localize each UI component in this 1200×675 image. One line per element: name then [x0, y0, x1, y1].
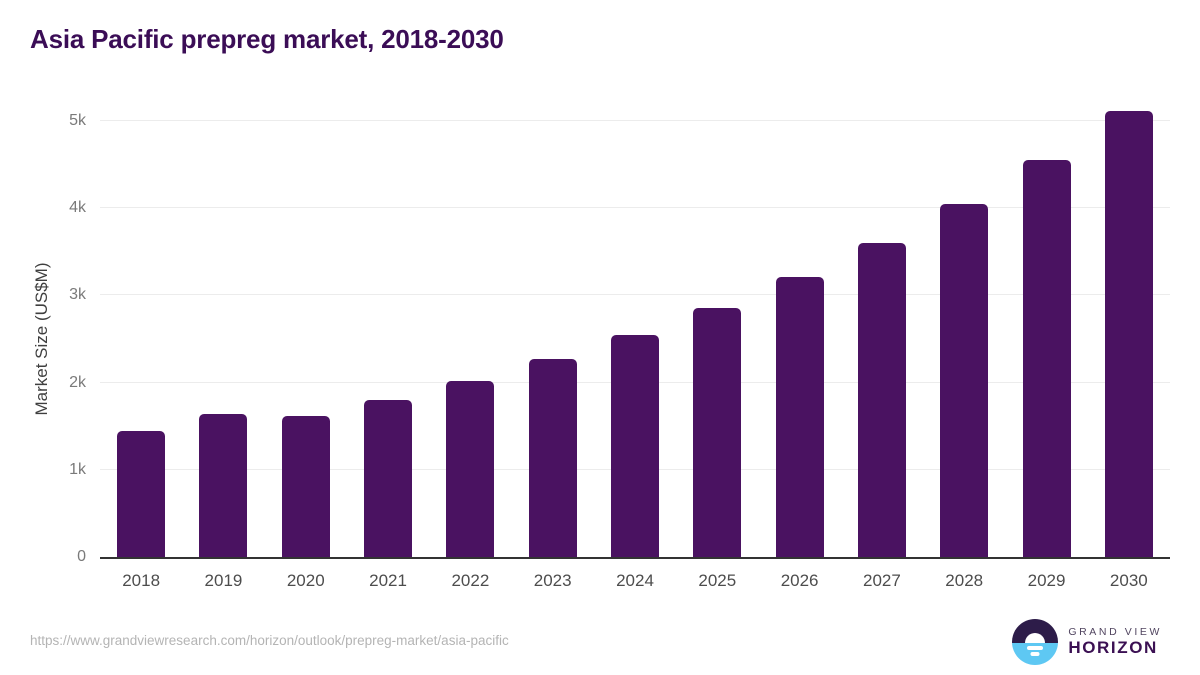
bar-2021: [364, 400, 413, 557]
y-tick-label: 1k: [69, 460, 86, 478]
bar-2030: [1104, 110, 1153, 557]
gridline: [100, 120, 1170, 121]
grandview-horizon-logo: GRAND VIEW HORIZON: [1012, 619, 1162, 665]
logo-text: GRAND VIEW HORIZON: [1068, 626, 1162, 658]
y-tick-label: 5k: [69, 112, 86, 129]
bar-2024: [611, 334, 659, 557]
source-url: https://www.grandviewresearch.com/horizo…: [30, 633, 509, 648]
x-tick-label: 2027: [863, 571, 901, 590]
x-tick-label: 2019: [204, 571, 243, 590]
sunrise-horizon-icon: [1012, 619, 1059, 665]
x-tick-label: 2029: [1027, 571, 1066, 590]
x-tick-label: 2026: [780, 571, 819, 590]
sun-shape: [1025, 632, 1046, 643]
plot-area: 0 1k 2k 3k 4k 5k 2018 2019 2020 2021 2022 2023 2024 2…: [69, 110, 1170, 590]
y-tick-label: 3k: [69, 286, 86, 304]
y-tick-label: 4k: [69, 199, 86, 217]
x-tick-label: 2023: [533, 571, 572, 590]
chart-title: Asia Pacific prepreg market, 2018-2030: [30, 24, 504, 54]
x-tick-label: 2020: [286, 571, 325, 590]
x-tick-label: 2022: [451, 571, 490, 590]
x-tick-label: 2030: [1109, 571, 1148, 590]
gridline: [100, 207, 1170, 209]
gridline: [100, 294, 1170, 296]
x-tick-label: 2028: [945, 571, 984, 590]
sun-reflection-line-1: [1027, 645, 1044, 650]
x-tick-label: 2025: [698, 571, 737, 590]
bar-2018: [117, 430, 166, 557]
x-tick-label: 2021: [369, 571, 407, 590]
bar-2027: [857, 243, 906, 557]
x-tick-label: 2018: [122, 571, 161, 590]
bar-2020: [281, 415, 330, 557]
logo-brand-top: GRAND VIEW: [1068, 625, 1162, 638]
bar-2029: [1022, 160, 1071, 557]
bar-2019: [199, 414, 248, 557]
bar-2026: [775, 277, 824, 557]
x-tick-label: 2024: [616, 571, 654, 590]
logo-brand-bottom: HORIZON: [1068, 638, 1158, 658]
y-tick-label: 0: [77, 548, 86, 565]
bar-2022: [446, 380, 495, 557]
bar-2025: [693, 307, 742, 557]
bar-2023: [528, 359, 577, 557]
bar-2028: [940, 203, 989, 557]
y-tick-label: 2k: [69, 373, 86, 391]
sun-reflection-line-2: [1030, 651, 1040, 656]
